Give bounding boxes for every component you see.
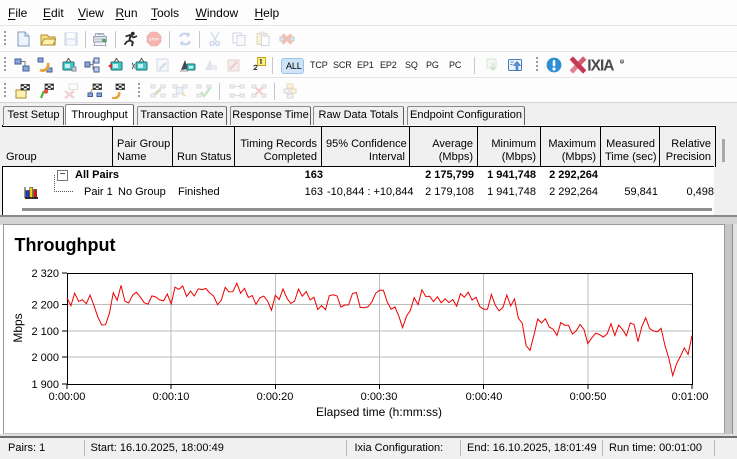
- svg-text:0:00:30: 0:00:30: [361, 391, 398, 403]
- svg-text:STOP: STOP: [149, 37, 159, 41]
- svg-text:2 200: 2 200: [31, 300, 59, 312]
- svg-text:0:00:50: 0:00:50: [570, 391, 607, 403]
- svg-text:R: R: [621, 59, 624, 64]
- svg-text:0:00:10: 0:00:10: [153, 391, 190, 403]
- svg-text:1 900: 1 900: [31, 379, 59, 391]
- svg-text:IXIA: IXIA: [587, 58, 614, 75]
- svg-text:2 100: 2 100: [31, 326, 59, 338]
- svg-text:0:00:40: 0:00:40: [466, 391, 503, 403]
- svg-text:2 320: 2 320: [31, 268, 59, 280]
- svg-text:0:01:00: 0:01:00: [672, 391, 709, 403]
- svg-text:2 000: 2 000: [31, 352, 59, 364]
- svg-text:0:00:20: 0:00:20: [257, 391, 294, 403]
- svg-text:Elapsed time (h:mm:ss): Elapsed time (h:mm:ss): [316, 405, 442, 419]
- svg-text:Mbps: Mbps: [11, 313, 25, 342]
- svg-text:0:00:00: 0:00:00: [49, 391, 86, 403]
